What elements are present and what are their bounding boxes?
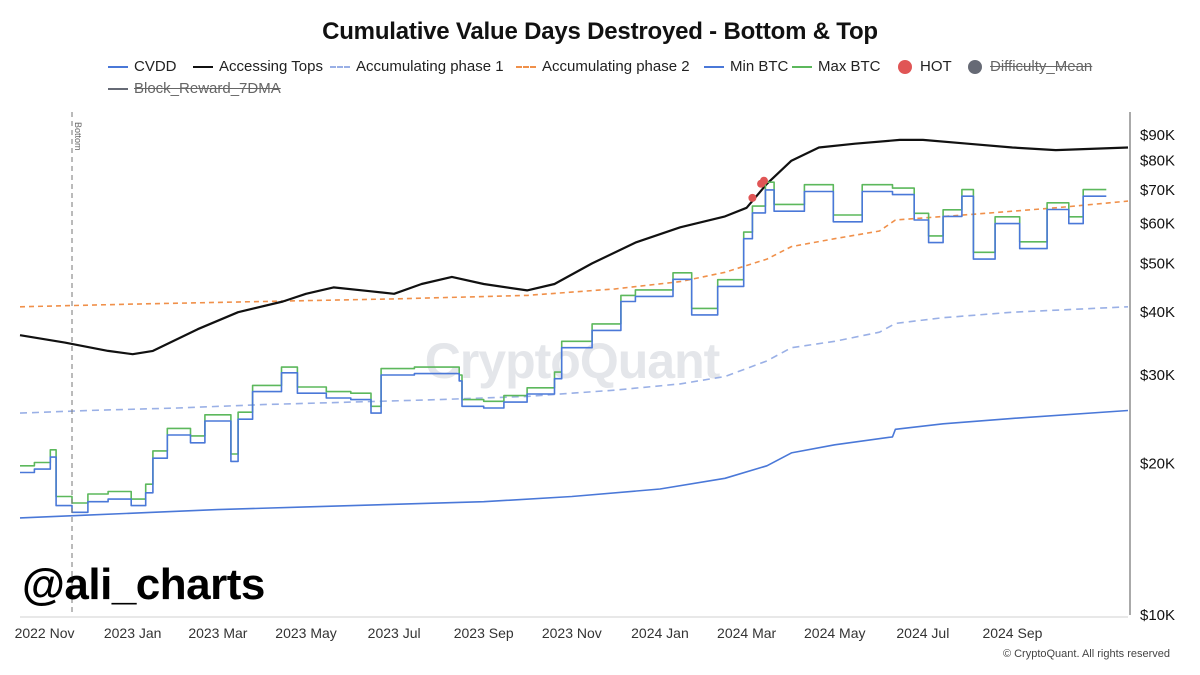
x-tick-label: 2023 May bbox=[275, 625, 336, 641]
y-tick-label: $80K bbox=[1140, 153, 1175, 170]
watermark-text: CryptoQuant bbox=[425, 333, 721, 389]
legend-label: Difficulty_Mean bbox=[990, 58, 1093, 75]
copyright-text: © CryptoQuant. All rights reserved bbox=[1002, 648, 1170, 660]
legend-item-hot[interactable]: HOT bbox=[898, 58, 952, 75]
y-tick-label: $30K bbox=[1140, 367, 1175, 384]
legend-item-min-btc[interactable]: Min BTC bbox=[704, 58, 788, 75]
legend-label: Block_Reward_7DMA bbox=[134, 80, 281, 97]
x-tick-label: 2023 Jul bbox=[368, 625, 421, 641]
legend-label: CVDD bbox=[134, 58, 177, 75]
hot-point bbox=[759, 176, 768, 185]
y-tick-label: $50K bbox=[1140, 255, 1175, 272]
x-tick-label: 2024 Jul bbox=[896, 625, 949, 641]
hot-point bbox=[748, 193, 757, 202]
series-accumulating-phase-1 bbox=[19, 306, 1129, 414]
legend-line-icon bbox=[330, 65, 350, 68]
legend-line-icon bbox=[108, 87, 128, 90]
legend-label: HOT bbox=[920, 58, 952, 75]
legend-label: Accessing Tops bbox=[219, 58, 323, 75]
legend-item-block-reward-7dma[interactable]: Block_Reward_7DMA bbox=[108, 80, 281, 97]
y-tick-label: $40K bbox=[1140, 304, 1175, 321]
legend-item-cvdd[interactable]: CVDD bbox=[108, 58, 177, 75]
legend-line-icon bbox=[108, 65, 128, 68]
legend-line-icon bbox=[193, 65, 213, 68]
x-axis: 2022 Nov 2023 Jan 2023 Mar 2023 May 2023 Jul… bbox=[15, 616, 1128, 641]
legend-label: Accumulating phase 1 bbox=[356, 58, 504, 75]
x-tick-label: 2023 Mar bbox=[188, 625, 247, 641]
series-max-btc bbox=[20, 181, 1107, 504]
author-handle: @ali_charts bbox=[22, 560, 265, 609]
legend-line-icon bbox=[792, 65, 812, 68]
x-tick-label: 2023 Nov bbox=[542, 625, 602, 641]
legend-item-accumulating-phase-1[interactable]: Accumulating phase 1 bbox=[330, 58, 504, 75]
y-tick-label: $10K bbox=[1140, 607, 1175, 624]
series-cvdd bbox=[19, 409, 1129, 519]
series-layer bbox=[19, 138, 1129, 519]
x-tick-label: 2024 Mar bbox=[717, 625, 776, 641]
legend-item-difficulty-mean[interactable]: Difficulty_Mean bbox=[968, 58, 1092, 75]
bottom-marker-label: Bottom bbox=[73, 122, 83, 151]
legend-item-accumulating-phase-2[interactable]: Accumulating phase 2 bbox=[516, 58, 690, 75]
y-tick-label: $90K bbox=[1140, 127, 1175, 144]
annotation-layer: Bottom bbox=[71, 112, 83, 615]
x-tick-label: 2023 Jan bbox=[104, 625, 162, 641]
series-accessing-tops bbox=[19, 138, 1129, 356]
hot-markers bbox=[748, 176, 768, 202]
legend-dot-icon bbox=[968, 59, 982, 74]
x-tick-label: 2022 Nov bbox=[15, 625, 75, 641]
legend-item-accessing-tops[interactable]: Accessing Tops bbox=[193, 58, 323, 75]
legend-line-icon bbox=[516, 65, 536, 68]
chart-title: Cumulative Value Days Destroyed - Bottom… bbox=[322, 18, 878, 45]
x-tick-label: 2024 Jan bbox=[631, 625, 689, 641]
legend-label: Accumulating phase 2 bbox=[542, 58, 690, 75]
y-tick-label: $70K bbox=[1140, 182, 1175, 199]
legend-item-max-btc[interactable]: Max BTC bbox=[792, 58, 881, 75]
series-accumulating-phase-2 bbox=[19, 200, 1129, 308]
series-min-btc bbox=[20, 189, 1107, 514]
y-axis: $10K $20K $30K $40K $50K $60K $70K $80K $90K bbox=[1129, 112, 1175, 624]
legend-dot-icon bbox=[898, 59, 912, 74]
legend-label: Max BTC bbox=[818, 58, 881, 75]
y-tick-label: $60K bbox=[1140, 216, 1175, 233]
legend-line-icon bbox=[704, 65, 724, 68]
x-tick-label: 2024 May bbox=[804, 625, 865, 641]
y-tick-label: $20K bbox=[1140, 456, 1175, 473]
legend-label: Min BTC bbox=[730, 58, 789, 75]
x-tick-label: 2024 Sep bbox=[982, 625, 1042, 641]
x-tick-label: 2023 Sep bbox=[454, 625, 514, 641]
